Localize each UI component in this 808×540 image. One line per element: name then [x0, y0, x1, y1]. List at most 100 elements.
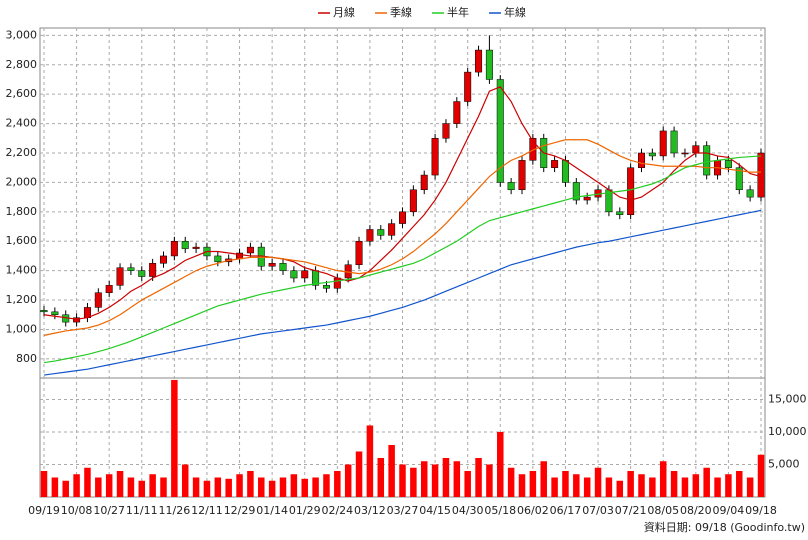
- volume-bar: [301, 478, 308, 497]
- candle-body: [192, 246, 200, 249]
- volume-bar: [486, 464, 493, 497]
- volume-bar: [725, 474, 732, 497]
- candle-body: [268, 263, 276, 267]
- volume-bar: [149, 474, 156, 497]
- y2-tick-label: 10,000: [768, 425, 807, 438]
- candle-body: [322, 285, 330, 289]
- volume-bar: [420, 461, 428, 497]
- x-tick-label: 10/27: [93, 504, 125, 517]
- x-tick-label: 06/17: [550, 504, 582, 517]
- volume-bar: [181, 464, 189, 497]
- y-tick-label: 1,000: [6, 322, 38, 335]
- y-tick-label: 2,800: [6, 58, 38, 71]
- source-note: 資料日期: 09/18 (Goodinfo.tw): [644, 520, 805, 534]
- volume-bar: [203, 480, 211, 497]
- candle-body: [572, 182, 580, 201]
- y-tick-label: 1,400: [6, 264, 38, 277]
- y2-tick-label: 5,000: [768, 457, 800, 470]
- candle-body: [551, 160, 559, 168]
- volume-bar: [410, 467, 417, 497]
- candle-body: [94, 292, 102, 308]
- candle-body: [692, 145, 700, 154]
- x-tick-label: 03/27: [387, 504, 419, 517]
- volume-bar: [518, 474, 526, 497]
- candle-body: [377, 229, 385, 236]
- candle-body: [724, 160, 732, 168]
- volume-bar: [464, 470, 471, 497]
- ma-line: [43, 86, 762, 320]
- x-tick-label: 09/19: [28, 504, 60, 517]
- volume-bar: [160, 477, 167, 497]
- x-tick-label: 02/24: [321, 504, 353, 517]
- candle-body: [659, 130, 667, 157]
- y-tick-label: 3,000: [6, 28, 38, 41]
- volume-bar: [681, 477, 689, 497]
- volume-bar: [258, 477, 265, 497]
- volume-bar: [573, 474, 580, 497]
- y-tick-label: 1,600: [6, 234, 38, 247]
- candle-body: [51, 311, 59, 316]
- candle-body: [638, 152, 645, 168]
- volume-bar: [714, 477, 721, 497]
- volume-bar: [116, 470, 124, 497]
- y-tick-label: 800: [16, 352, 37, 365]
- y2-tick-label: 15,000: [768, 392, 807, 405]
- candle-body: [703, 145, 711, 176]
- x-tick-label: 09/18: [745, 504, 777, 517]
- volume-bar: [62, 480, 69, 497]
- candle-body: [627, 167, 635, 216]
- volume-bar: [366, 425, 374, 497]
- volume-bar: [377, 457, 385, 497]
- volume-bar: [73, 474, 80, 497]
- volume-bar: [247, 470, 254, 497]
- candle-body: [399, 211, 406, 224]
- x-tick-label: 01/29: [289, 504, 321, 517]
- x-tick-label: 01/14: [256, 504, 288, 517]
- volume-bar: [344, 464, 352, 497]
- volume-bar: [323, 474, 330, 497]
- volume-bar: [225, 478, 232, 497]
- candle-body: [149, 263, 157, 277]
- y-tick-label: 1,200: [6, 293, 38, 306]
- candle-body: [246, 246, 254, 254]
- candle-body: [279, 263, 287, 271]
- volume-bar: [214, 477, 222, 497]
- volume-bar: [355, 451, 363, 497]
- volume-bar: [279, 477, 287, 497]
- candle-body: [73, 317, 81, 323]
- candle-body: [681, 152, 689, 155]
- volume-bar: [399, 464, 406, 497]
- y-tick-label: 2,400: [6, 117, 38, 130]
- volume-bar: [529, 470, 537, 497]
- legend-label: 季線: [390, 5, 412, 19]
- x-tick-label: 04/15: [419, 504, 451, 517]
- y-tick-label: 1,800: [6, 205, 38, 218]
- volume-bar: [138, 480, 146, 497]
- candle-body: [181, 240, 189, 249]
- candle-body: [746, 189, 754, 198]
- volume-bar: [594, 467, 602, 497]
- volume-bar: [551, 477, 558, 497]
- volume-bar: [746, 477, 754, 497]
- candle-body: [355, 240, 363, 266]
- y-tick-label: 2,000: [6, 175, 38, 188]
- x-tick-label: 07/03: [582, 504, 614, 517]
- candle-body: [453, 101, 461, 124]
- volume-bar: [236, 474, 243, 497]
- volume-bar: [475, 457, 482, 497]
- volume-bar: [290, 474, 298, 497]
- volume-bar: [453, 461, 461, 497]
- volume-bar: [540, 461, 547, 497]
- volume-bar: [334, 470, 341, 497]
- candle-body: [127, 267, 135, 271]
- volume-bar: [638, 474, 645, 497]
- x-tick-label: 06/02: [517, 504, 549, 517]
- legend-label: 年線: [504, 5, 526, 19]
- candle-body: [40, 310, 48, 313]
- ma-line: [43, 139, 761, 336]
- volume-bar: [312, 477, 319, 497]
- volume-bar: [670, 470, 678, 497]
- volume-bar: [703, 467, 710, 497]
- candle-body: [507, 182, 515, 191]
- x-tick-label: 08/05: [647, 504, 679, 517]
